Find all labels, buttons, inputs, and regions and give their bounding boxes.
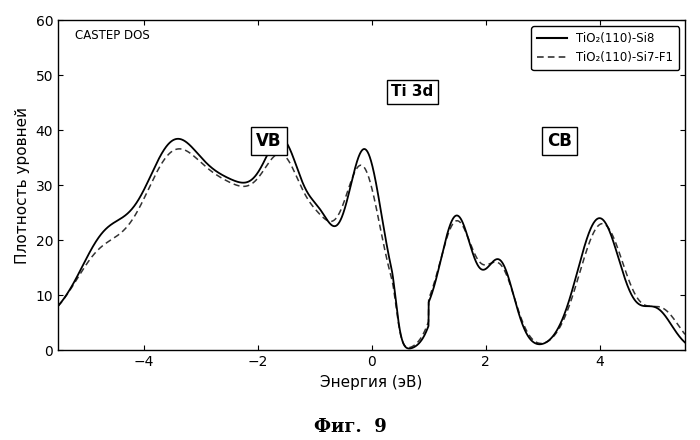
TiO₂(110)-Si7-F1 (295, 179, 303, 184)
TiO₂(110)-Si8 (276, 136, 285, 141)
TiO₂(110)-Si8 (162, 143, 171, 149)
TiO₂(110)-Si7-F1 (162, 154, 171, 159)
Line: TiO₂(110)-Si8: TiO₂(110)-Si8 (58, 138, 685, 348)
Y-axis label: Плотность уровней: Плотность уровней (15, 107, 30, 264)
TiO₂(110)-Si8 (669, 325, 678, 330)
Text: Ti 3d: Ti 3d (391, 84, 434, 99)
Text: CB: CB (547, 132, 572, 150)
TiO₂(110)-Si7-F1 (125, 221, 134, 226)
TiO₂(110)-Si7-F1 (175, 146, 183, 151)
X-axis label: Энергия (эВ): Энергия (эВ) (321, 375, 423, 390)
TiO₂(110)-Si7-F1 (681, 332, 690, 337)
TiO₂(110)-Si8 (295, 170, 303, 175)
Text: CASTEP DOS: CASTEP DOS (75, 29, 150, 42)
TiO₂(110)-Si8 (405, 346, 414, 351)
TiO₂(110)-Si7-F1 (321, 217, 330, 222)
Text: VB: VB (256, 132, 281, 150)
Line: TiO₂(110)-Si7-F1: TiO₂(110)-Si7-F1 (58, 149, 685, 348)
TiO₂(110)-Si7-F1 (669, 315, 678, 321)
TiO₂(110)-Si7-F1 (404, 345, 412, 350)
Legend: TiO₂(110)-Si8, TiO₂(110)-Si7-F1: TiO₂(110)-Si8, TiO₂(110)-Si7-F1 (531, 26, 679, 70)
Text: Фиг.  9: Фиг. 9 (314, 418, 386, 436)
TiO₂(110)-Si7-F1 (54, 304, 62, 309)
TiO₂(110)-Si8 (601, 220, 610, 226)
TiO₂(110)-Si8 (321, 216, 330, 221)
TiO₂(110)-Si8 (681, 340, 690, 345)
TiO₂(110)-Si8 (54, 304, 62, 309)
TiO₂(110)-Si8 (125, 209, 134, 214)
TiO₂(110)-Si7-F1 (601, 222, 610, 227)
